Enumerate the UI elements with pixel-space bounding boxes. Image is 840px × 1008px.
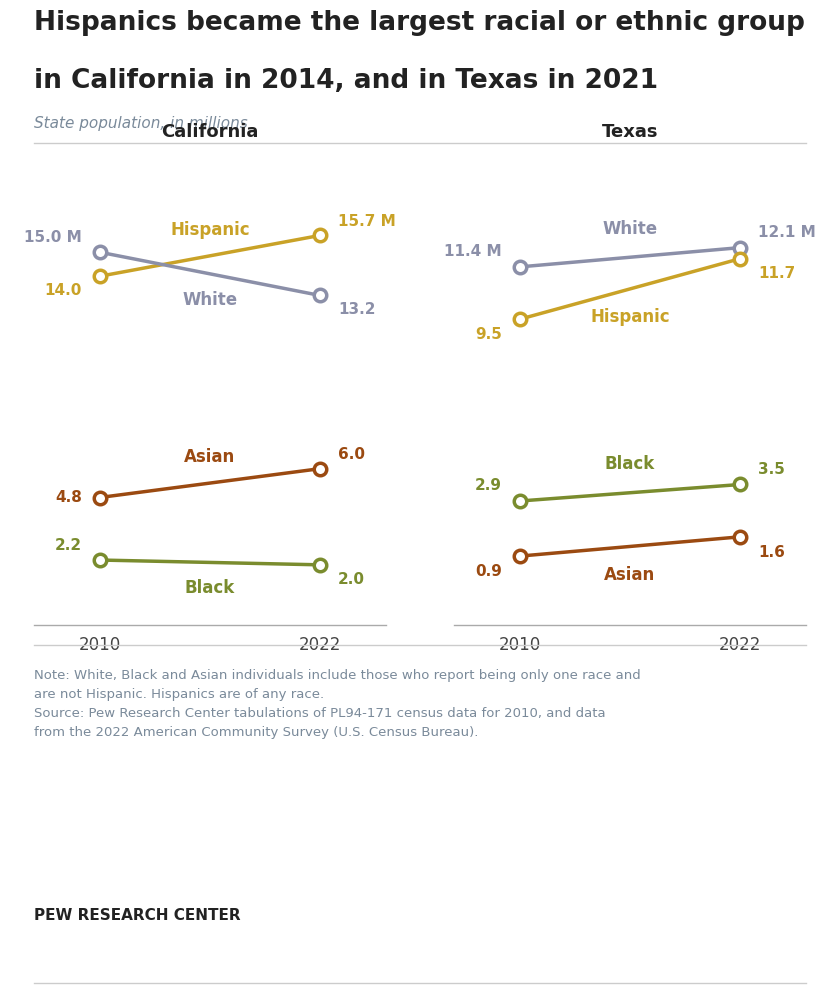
Text: 15.0 M: 15.0 M — [24, 231, 82, 246]
Title: Texas: Texas — [601, 123, 659, 141]
Text: Note: White, Black and Asian individuals include those who report being only one: Note: White, Black and Asian individuals… — [34, 668, 640, 739]
Text: 11.7: 11.7 — [758, 266, 795, 281]
Text: 13.2: 13.2 — [338, 302, 375, 318]
Text: State population, in millions: State population, in millions — [34, 116, 247, 131]
Text: 12.1 M: 12.1 M — [758, 225, 816, 240]
Text: 4.8: 4.8 — [55, 490, 82, 505]
Text: Black: Black — [605, 456, 655, 474]
Text: PEW RESEARCH CENTER: PEW RESEARCH CENTER — [34, 908, 240, 923]
Text: 0.9: 0.9 — [475, 563, 502, 579]
Text: 2.9: 2.9 — [475, 479, 502, 493]
Text: 2.2: 2.2 — [55, 538, 82, 553]
Text: Hispanic: Hispanic — [591, 308, 669, 327]
Text: Asian: Asian — [184, 449, 236, 467]
Text: Hispanic: Hispanic — [171, 221, 249, 239]
Text: Hispanics became the largest racial or ethnic group: Hispanics became the largest racial or e… — [34, 10, 805, 36]
Text: 6.0: 6.0 — [338, 447, 365, 462]
Text: White: White — [602, 220, 658, 238]
Text: 11.4 M: 11.4 M — [444, 244, 502, 259]
Text: in California in 2014, and in Texas in 2021: in California in 2014, and in Texas in 2… — [34, 69, 658, 94]
Text: Asian: Asian — [604, 565, 656, 584]
Text: 9.5: 9.5 — [475, 327, 502, 342]
Text: 14.0: 14.0 — [45, 283, 82, 298]
Text: White: White — [182, 290, 238, 308]
Text: Black: Black — [185, 580, 235, 598]
Text: 3.5: 3.5 — [758, 462, 785, 477]
Title: California: California — [161, 123, 259, 141]
Text: 1.6: 1.6 — [758, 544, 785, 559]
Text: 15.7 M: 15.7 M — [338, 214, 396, 229]
Text: 2.0: 2.0 — [338, 572, 365, 587]
